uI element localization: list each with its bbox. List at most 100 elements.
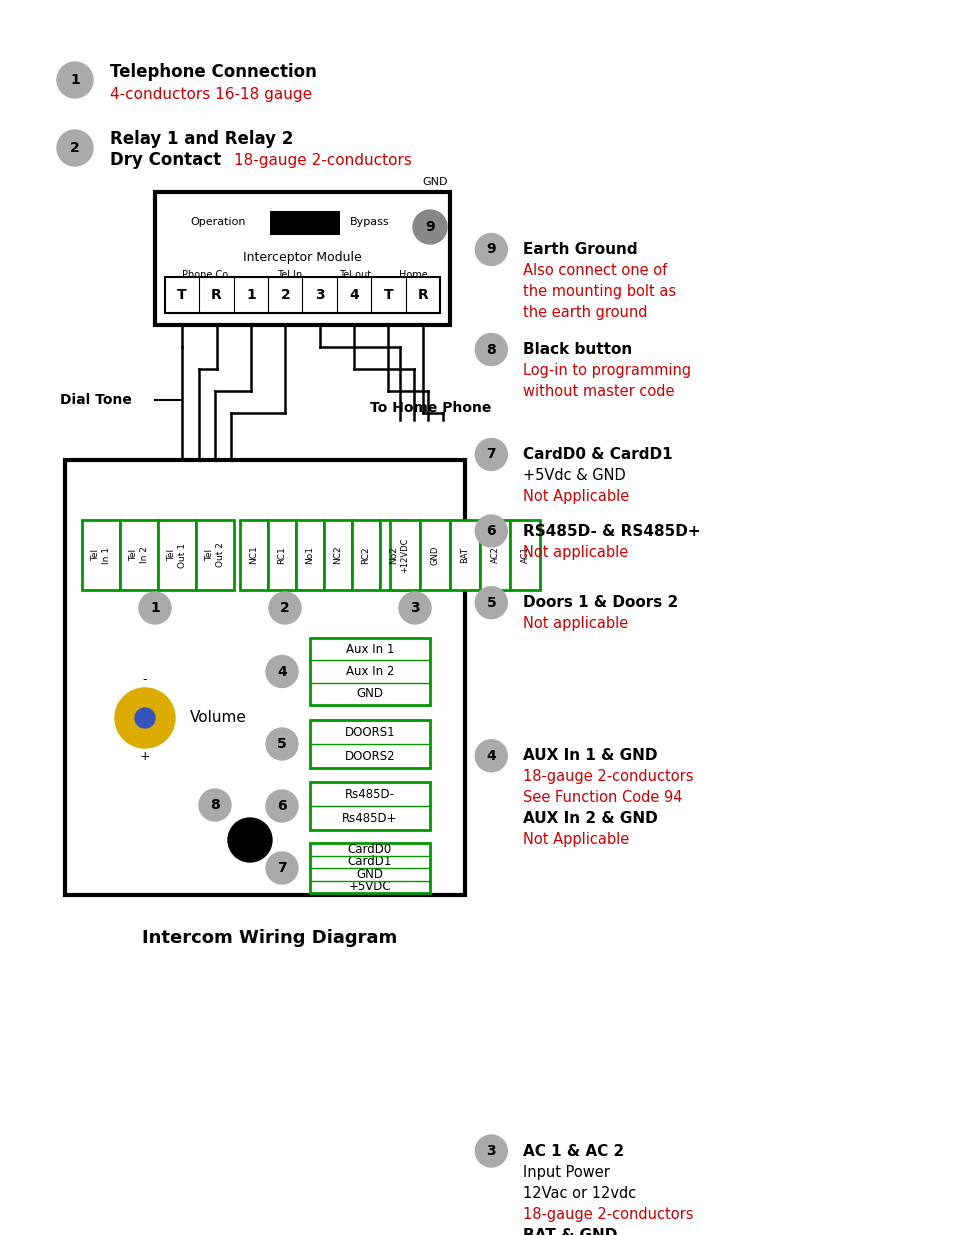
Text: CardD1: CardD1 xyxy=(348,856,392,868)
Circle shape xyxy=(475,740,507,772)
Text: 7: 7 xyxy=(486,447,496,462)
Bar xyxy=(158,520,195,590)
Circle shape xyxy=(475,233,507,266)
Text: Home: Home xyxy=(398,270,427,280)
Text: GND: GND xyxy=(422,177,447,186)
Text: 3: 3 xyxy=(314,288,324,303)
Text: Rs485D-: Rs485D- xyxy=(345,788,395,800)
Text: No2: No2 xyxy=(389,546,398,564)
Text: 3: 3 xyxy=(410,601,419,615)
Bar xyxy=(352,520,379,590)
Text: GND: GND xyxy=(430,546,439,564)
Bar xyxy=(390,520,419,590)
Text: Doors 1 & Doors 2: Doors 1 & Doors 2 xyxy=(523,595,678,610)
Text: RC2: RC2 xyxy=(361,546,370,564)
Bar xyxy=(154,191,450,325)
Text: NC2: NC2 xyxy=(334,546,342,564)
Text: Tel
Out 2: Tel Out 2 xyxy=(205,542,225,567)
Text: Tel
In 2: Tel In 2 xyxy=(130,547,149,563)
Bar xyxy=(270,211,339,235)
Circle shape xyxy=(266,852,297,884)
Circle shape xyxy=(57,130,92,165)
Text: CardD0 & CardD1: CardD0 & CardD1 xyxy=(523,447,672,462)
Circle shape xyxy=(57,62,92,98)
Text: 1: 1 xyxy=(150,601,160,615)
Circle shape xyxy=(115,688,174,748)
Text: AC1: AC1 xyxy=(520,547,529,563)
Text: AC 1 & AC 2: AC 1 & AC 2 xyxy=(523,1144,624,1158)
Circle shape xyxy=(266,656,297,688)
Bar xyxy=(510,520,539,590)
Text: 1: 1 xyxy=(246,288,255,303)
Circle shape xyxy=(475,587,507,619)
Text: 18-gauge 2-conductors: 18-gauge 2-conductors xyxy=(523,1207,693,1221)
Circle shape xyxy=(475,1135,507,1167)
Text: RC1: RC1 xyxy=(277,546,286,564)
Text: Tel
Out 1: Tel Out 1 xyxy=(167,542,187,568)
Text: Log-in to programming: Log-in to programming xyxy=(523,363,691,378)
Text: R: R xyxy=(417,288,428,303)
Text: Aux In 1: Aux In 1 xyxy=(345,642,394,656)
Text: Tel out: Tel out xyxy=(338,270,371,280)
Bar xyxy=(65,459,464,895)
Text: Dial Tone: Dial Tone xyxy=(60,393,132,408)
Text: Earth Ground: Earth Ground xyxy=(523,242,638,257)
Text: Also connect one of: Also connect one of xyxy=(523,263,667,278)
Bar xyxy=(165,277,439,312)
Text: 2: 2 xyxy=(280,601,290,615)
Text: AUX In 1 & GND: AUX In 1 & GND xyxy=(523,748,658,763)
Bar xyxy=(419,520,450,590)
Bar xyxy=(295,520,324,590)
Text: GND: GND xyxy=(356,688,383,700)
Text: DOORS1: DOORS1 xyxy=(344,725,395,739)
Bar xyxy=(82,520,120,590)
Text: Not Applicable: Not Applicable xyxy=(523,832,629,847)
Bar xyxy=(120,520,158,590)
Text: Tel In: Tel In xyxy=(277,270,302,280)
Text: 2: 2 xyxy=(280,288,290,303)
Text: 18-gauge 2-conductors: 18-gauge 2-conductors xyxy=(233,152,412,168)
Bar xyxy=(379,520,408,590)
Text: the earth ground: the earth ground xyxy=(523,305,647,320)
Bar xyxy=(479,520,510,590)
Circle shape xyxy=(266,727,297,760)
Text: Dry Contact: Dry Contact xyxy=(110,151,221,169)
Text: Interceptor Module: Interceptor Module xyxy=(243,251,361,263)
Text: Bypass: Bypass xyxy=(350,217,389,227)
Text: Operation: Operation xyxy=(190,217,245,227)
Bar xyxy=(195,520,233,590)
Text: 8: 8 xyxy=(486,342,496,357)
Text: Volume: Volume xyxy=(190,710,247,725)
Text: To Home Phone: To Home Phone xyxy=(370,401,491,415)
Text: NC1: NC1 xyxy=(250,546,258,564)
Text: Telephone Connection: Telephone Connection xyxy=(110,63,316,82)
Text: No1: No1 xyxy=(305,546,314,564)
Text: 8: 8 xyxy=(210,798,219,811)
Circle shape xyxy=(139,592,171,624)
Text: BAT: BAT xyxy=(460,547,469,563)
Circle shape xyxy=(269,592,301,624)
Text: BAT & GND: BAT & GND xyxy=(523,1228,617,1235)
Circle shape xyxy=(475,438,507,471)
Text: 4: 4 xyxy=(486,748,496,763)
Text: the mounting bolt as: the mounting bolt as xyxy=(523,284,676,299)
Text: +5VDC: +5VDC xyxy=(349,881,391,893)
Text: 5: 5 xyxy=(486,595,496,610)
Text: See Function Code 94: See Function Code 94 xyxy=(523,790,682,805)
Bar xyxy=(310,782,430,830)
Bar xyxy=(310,844,430,893)
Text: 4-conductors 16-18 gauge: 4-conductors 16-18 gauge xyxy=(110,86,312,101)
Text: 9: 9 xyxy=(425,220,435,233)
Bar xyxy=(310,720,430,768)
Text: 4: 4 xyxy=(349,288,358,303)
Text: 4: 4 xyxy=(276,664,287,678)
Text: GND: GND xyxy=(356,868,383,881)
Text: +5Vdc & GND: +5Vdc & GND xyxy=(523,468,625,483)
Text: 12Vac or 12vdc: 12Vac or 12vdc xyxy=(523,1186,636,1200)
Text: 18-gauge 2-conductors: 18-gauge 2-conductors xyxy=(523,769,693,784)
Text: 7: 7 xyxy=(277,861,287,876)
Text: Not applicable: Not applicable xyxy=(523,616,628,631)
Bar xyxy=(268,520,295,590)
Circle shape xyxy=(266,790,297,823)
Text: AC2: AC2 xyxy=(490,547,499,563)
